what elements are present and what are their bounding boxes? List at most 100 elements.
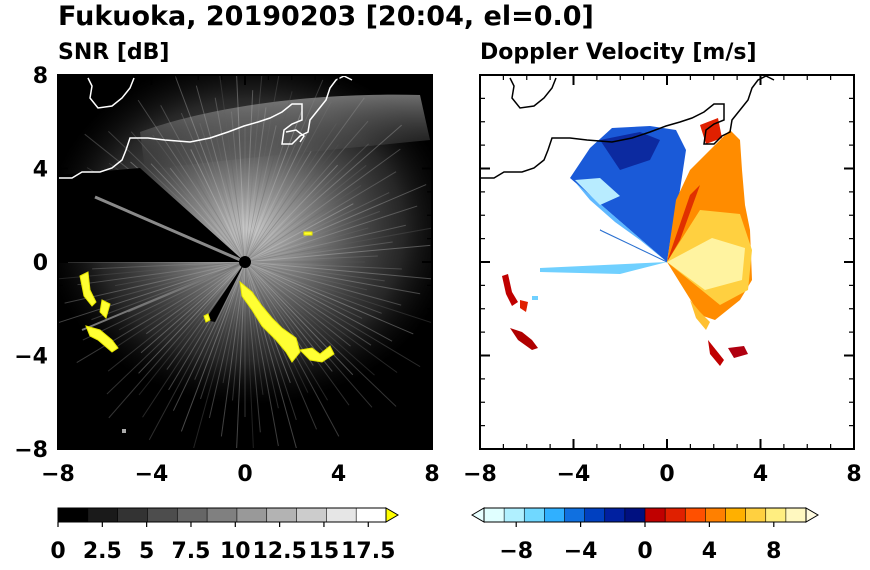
snr-colorbar-tick-label: 5 <box>139 539 154 564</box>
snr-streak <box>244 123 337 263</box>
snr-streak <box>244 164 367 263</box>
snr-streak <box>244 261 398 373</box>
echo-south-east-2 <box>298 345 335 363</box>
snr-streak <box>244 131 309 263</box>
snr-streak <box>244 144 339 263</box>
snr-streak <box>244 91 293 263</box>
snr-streak <box>152 134 246 263</box>
snr-xtick-label: 0 <box>237 462 252 487</box>
snr-streak <box>215 135 246 263</box>
snr-dark-wedge <box>205 262 245 322</box>
snr-streak <box>244 261 402 306</box>
snr-streak <box>150 163 246 263</box>
snr-streak <box>244 261 367 291</box>
snr-ytick-label: −8 <box>14 438 48 463</box>
snr-streak <box>244 261 375 376</box>
snr-streak <box>244 203 354 263</box>
doppler-red-inner <box>667 185 700 262</box>
snr-streak <box>244 261 372 346</box>
snr-streak <box>108 261 246 419</box>
doppler-xtick-label: 8 <box>846 462 861 487</box>
snr-streak <box>106 261 246 395</box>
doppler-coastline <box>480 75 775 179</box>
echo-south-east-1 <box>239 280 301 363</box>
snr-plot-area <box>58 75 432 449</box>
snr-streak <box>244 192 390 263</box>
doppler-axes: −8 −4 0 4 8 <box>463 74 862 487</box>
snr-streak <box>118 261 246 331</box>
doppler-colorbar: −8 −4 0 4 8 <box>471 507 819 564</box>
snr-streak <box>244 101 332 263</box>
snr-north-band <box>140 94 430 170</box>
doppler-xtick-label: −4 <box>557 462 591 487</box>
snr-streak <box>244 224 406 263</box>
snr-streak <box>244 227 369 263</box>
doppler-colorbar-tick-label: −8 <box>499 539 533 564</box>
snr-streak <box>244 261 350 406</box>
snr-axes: −8 −4 0 4 8 8 4 0 −4 −8 <box>14 64 439 487</box>
snr-streak <box>244 210 380 263</box>
snr-streak <box>244 261 393 342</box>
snr-streak <box>244 75 280 263</box>
snr-streak <box>195 85 246 263</box>
snr-colorbar-over <box>385 507 399 523</box>
snr-streak <box>244 244 431 263</box>
snr-streak <box>58 261 246 324</box>
snr-colorbar-segment <box>177 508 208 522</box>
snr-xtick-label: −8 <box>41 462 75 487</box>
doppler-colorbar-segment <box>524 508 545 522</box>
snr-streak <box>138 261 246 374</box>
doppler-xtick-label: 4 <box>753 462 768 487</box>
doppler-colorbar-tick-label: 4 <box>702 539 717 564</box>
snr-streak <box>108 131 246 263</box>
doppler-colorbar-segment <box>705 508 726 522</box>
doppler-blue-main <box>570 126 686 262</box>
snr-streak <box>244 261 385 282</box>
snr-streak <box>192 261 246 449</box>
snr-streak <box>115 261 246 287</box>
snr-streak <box>172 261 246 411</box>
snr-streak <box>174 75 246 263</box>
snr-streak <box>244 185 362 263</box>
snr-streak <box>244 227 432 263</box>
doppler-plot-area <box>480 75 854 449</box>
doppler-colorbar-tick-label: 0 <box>637 539 652 564</box>
snr-streak <box>244 79 324 263</box>
snr-yellow-echoes <box>79 231 335 363</box>
snr-streak <box>244 261 373 408</box>
snr-streak <box>82 261 246 341</box>
snr-streak <box>244 261 421 368</box>
doppler-colorbar-segment <box>624 508 646 522</box>
snr-colorbar-segment <box>326 508 357 522</box>
doppler-colorbar-segment <box>725 508 747 522</box>
echo-south <box>203 313 211 323</box>
snr-streak <box>172 140 246 263</box>
echo-west-2 <box>99 299 111 319</box>
doppler-xtick-label: −8 <box>463 462 497 487</box>
doppler-colorbar-segment <box>645 508 666 522</box>
doppler-colorbar-segment <box>484 508 505 522</box>
echo-west-1 <box>79 271 97 307</box>
snr-streak <box>244 124 402 263</box>
doppler-beam-west <box>540 262 667 274</box>
snr-beam-southwest <box>81 261 246 331</box>
snr-colorbar-tick-label: 0 <box>50 539 65 564</box>
snr-colorbar-segment <box>117 508 148 522</box>
snr-streak <box>222 261 246 384</box>
snr-streak <box>244 90 254 263</box>
doppler-colorbar-segment <box>544 508 565 522</box>
doppler-colorbar-segment <box>745 508 767 522</box>
snr-streak <box>169 167 246 263</box>
snr-xtick-label: −4 <box>135 462 169 487</box>
snr-streak <box>180 261 246 432</box>
snr-streak <box>244 143 369 263</box>
snr-streak <box>244 171 397 263</box>
snr-speck <box>122 429 126 433</box>
snr-colorbar-segment <box>87 508 119 522</box>
snr-streak <box>244 143 284 263</box>
snr-streak <box>107 261 246 372</box>
snr-ytick-label: 0 <box>33 251 48 276</box>
doppler-colorbar-segment <box>785 508 807 522</box>
snr-coastline <box>58 75 353 179</box>
